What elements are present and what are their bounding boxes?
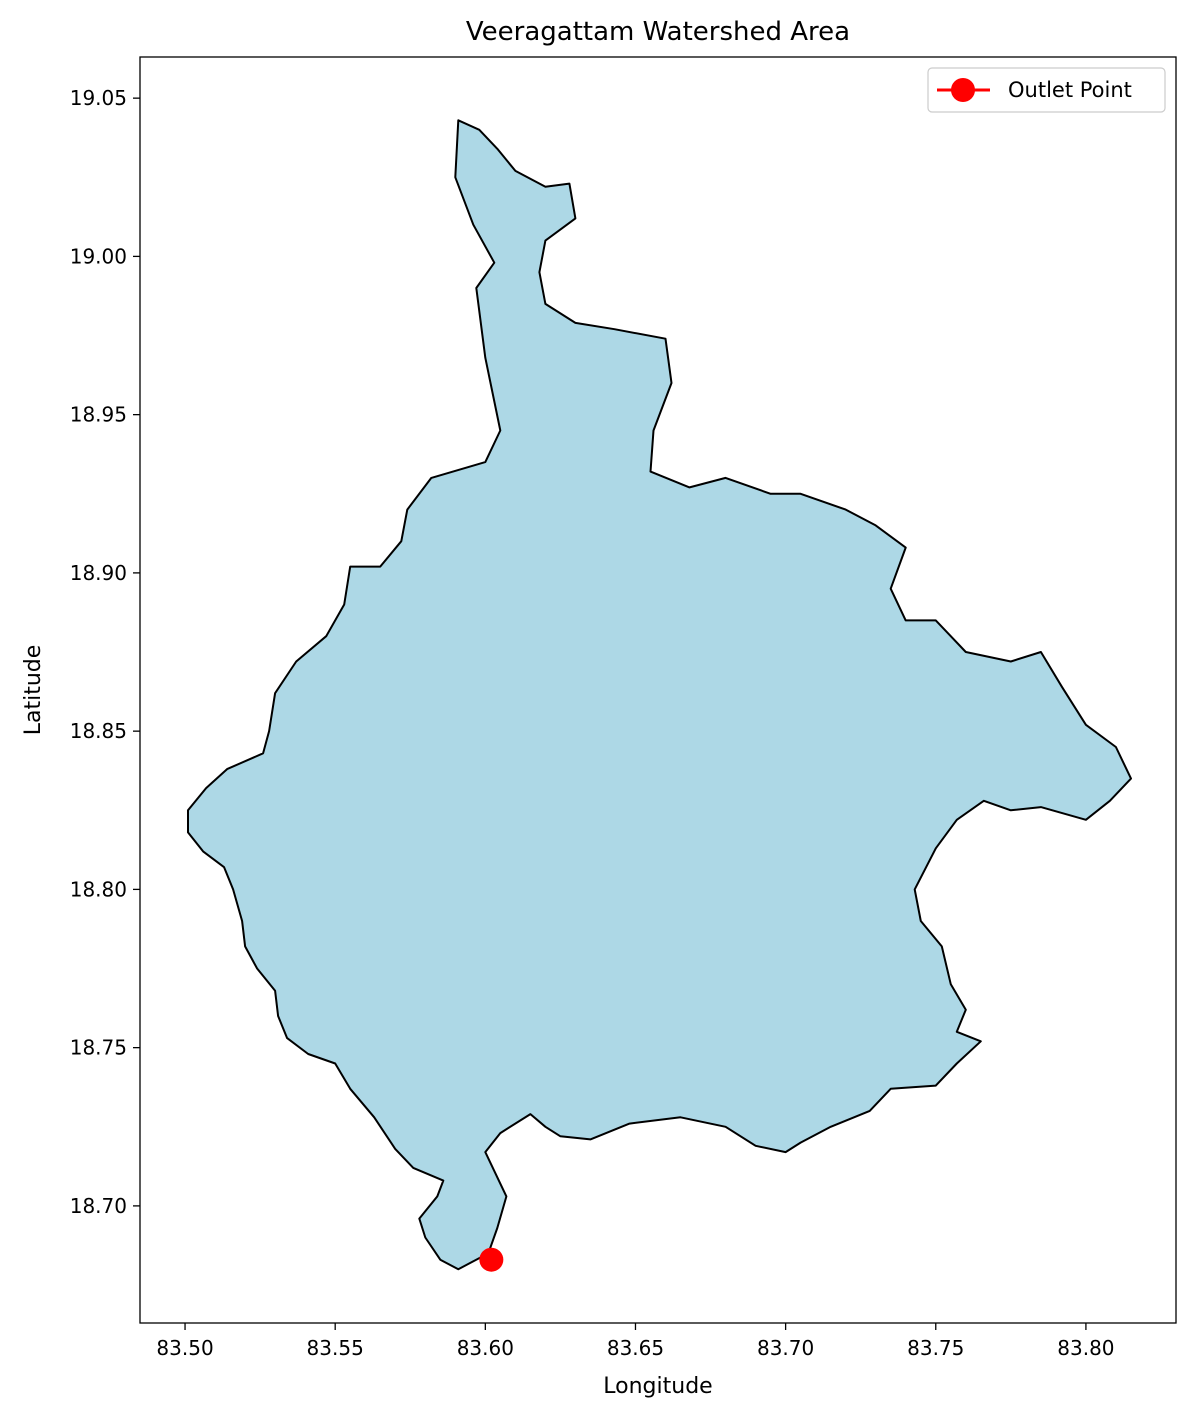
- outlet-point-marker: [479, 1247, 504, 1272]
- legend-marker: [951, 78, 975, 102]
- y-tick-label: 18.75: [70, 1036, 127, 1060]
- x-tick-label: 83.70: [757, 1336, 814, 1360]
- x-axis-label: Longitude: [603, 1374, 712, 1399]
- axes-frame: [139, 56, 1177, 1324]
- x-axis-ticks: 83.50 83.55 83.60 83.65 83.70 83.75 83.80: [156, 1323, 1115, 1360]
- plot-area: [187, 119, 1132, 1272]
- y-tick-label: 18.85: [70, 719, 127, 743]
- legend-box: [927, 67, 1166, 113]
- y-tick-label: 18.70: [70, 1194, 127, 1218]
- x-tick-label: 83.65: [607, 1336, 664, 1360]
- x-tick-label: 83.60: [457, 1336, 514, 1360]
- legend-label-outlet-point: Outlet Point: [1008, 78, 1132, 102]
- y-tick-label: 19.05: [70, 86, 127, 110]
- chart-title: Veeragattam Watershed Area: [466, 17, 850, 47]
- y-tick-label: 18.90: [70, 561, 127, 585]
- y-tick-label: 18.95: [70, 403, 127, 427]
- x-tick-label: 83.55: [307, 1336, 364, 1360]
- watershed-polygon: [187, 119, 1132, 1271]
- x-tick-label: 83.50: [156, 1336, 213, 1360]
- x-tick-label: 83.75: [907, 1336, 964, 1360]
- x-tick-label: 83.80: [1057, 1336, 1114, 1360]
- y-tick-label: 18.80: [70, 877, 127, 901]
- legend: Outlet Point: [927, 67, 1166, 113]
- y-axis-ticks: 18.70 18.75 18.80 18.85 18.90 18.95 19.00 19.05: [70, 86, 140, 1218]
- y-tick-label: 19.00: [70, 244, 127, 268]
- y-axis-label: Latitude: [21, 645, 46, 736]
